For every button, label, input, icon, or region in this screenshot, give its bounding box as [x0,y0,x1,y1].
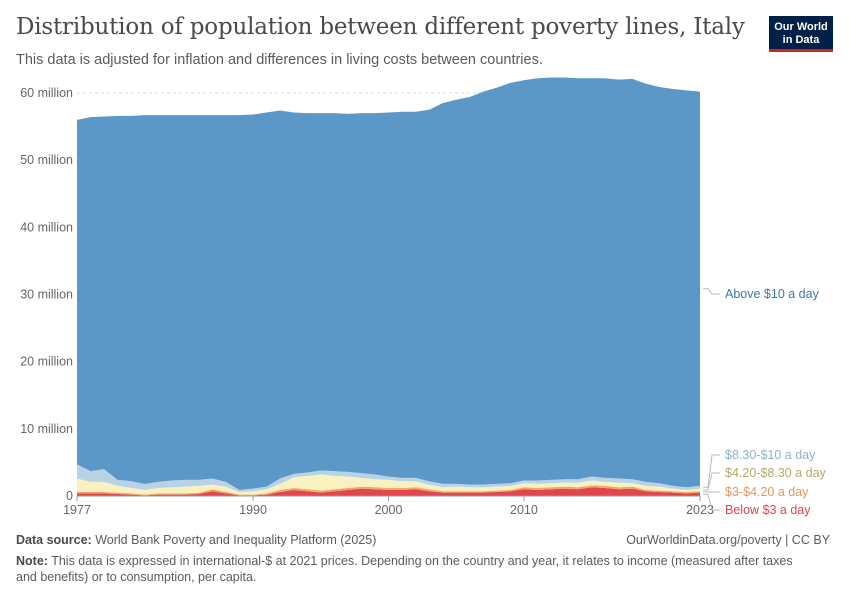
series-label: $8.30-$10 a day [725,448,816,462]
area-below-3-a-day [77,487,700,496]
x-axis-ticks: 1977 1990 2000 2010 2023 [63,495,714,517]
data-source: Data source: World Bank Poverty and Ineq… [16,533,376,547]
data-source-text: World Bank Poverty and Inequality Platfo… [95,533,377,547]
y-tick-label: 50 million [20,153,73,167]
y-tick-label: 40 million [20,220,73,234]
series-connector [703,493,720,511]
series-label: Below $3 a day [725,503,811,517]
series-label: Above $10 a day [725,287,820,301]
series-labels: Above $10 a day $8.30-$10 a day $4.20-$8.3… [703,287,827,517]
area-8-30-10-a-day [77,464,700,492]
series-connector [703,288,720,295]
y-tick-label: 60 million [20,86,73,100]
chart-note: Note: This data is expressed in internat… [16,553,816,585]
chart-title: Distribution of population between diffe… [16,14,745,40]
stacked-areas [77,77,700,496]
x-tick-label: 2023 [686,503,714,517]
data-source-label: Data source: [16,533,92,547]
series-connector [703,472,720,491]
logo-line-1: Our World [774,21,828,33]
series-label: $3-$4.20 a day [725,485,809,499]
y-tick-label: 0 [66,489,73,503]
x-tick-label: 1977 [63,503,91,517]
y-axis-ticks: 0 10 million 20 million 30 million 40 millio… [20,86,73,503]
series-connector [703,454,720,488]
x-tick-label: 1990 [239,503,267,517]
area-4-20-8-30-a-day [77,474,700,495]
note-label: Note: [16,554,48,568]
area-above-10-a-day [77,77,700,490]
area-3-4-20-a-day [77,485,700,496]
credit-link[interactable]: OurWorldinData.org/poverty | CC BY [626,533,830,547]
series-label: $4.20-$8.30 a day [725,466,827,480]
note-text: This data is expressed in international-… [16,554,793,584]
logo-line-2: in Data [782,33,820,46]
chart-subtitle: This data is adjusted for inflation and … [16,52,543,68]
x-tick-label: 2000 [375,503,403,517]
y-tick-label: 10 million [20,422,73,436]
y-tick-label: 20 million [20,355,73,369]
owid-logo[interactable]: Our World in Data [769,16,833,52]
chart-area: 0 10 million 20 million 30 million 40 millio… [20,77,827,517]
y-tick-label: 30 million [20,288,73,302]
x-tick-label: 2010 [510,503,538,517]
